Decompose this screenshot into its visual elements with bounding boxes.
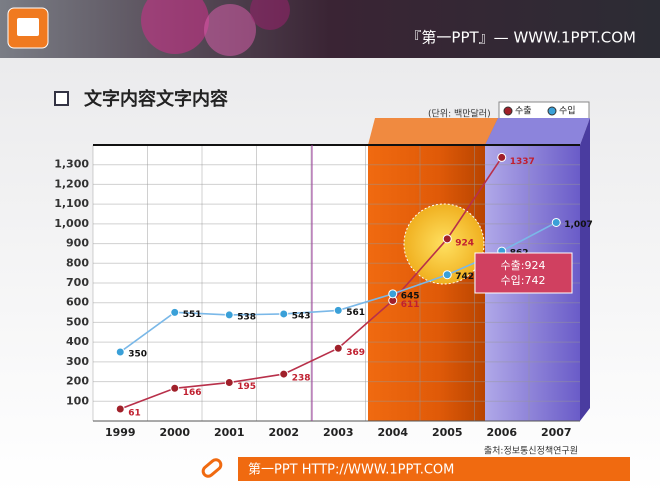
data-label: 166: [183, 388, 202, 398]
plot: 100 200 300 400 500 600 700 800 900 1,000 1,100 1,2…: [54, 144, 580, 439]
y-tick-label: 500: [66, 315, 89, 328]
data-label: 1,007: [564, 220, 592, 230]
y-tick-label: 1,300: [54, 158, 89, 171]
callout-box: [474, 252, 573, 294]
series-layer: 61 166 195 238 369 611 924 1337 350 551 538 543 561 6…: [115, 152, 593, 418]
y-tick-label: 600: [66, 296, 89, 309]
legend-marker: [503, 106, 513, 116]
callout-text: 수출:924: [501, 259, 546, 272]
bokeh: [204, 4, 256, 56]
data-label: 742: [455, 272, 474, 282]
series-line: [119, 156, 503, 410]
footer-text: 第一PPT HTTP://WWW.1PPT.COM: [248, 463, 454, 478]
data-point: [442, 234, 452, 244]
data-label: 238: [292, 374, 311, 384]
data-label: 195: [237, 382, 256, 392]
data-point: [170, 307, 180, 317]
x-tick-label: 2004: [377, 426, 408, 439]
y-tick-label: 100: [66, 394, 89, 407]
data-point: [497, 152, 507, 162]
data-label: 369: [346, 348, 365, 358]
header-brand: 『第一PPT』— WWW.1PPT.COM: [406, 29, 636, 47]
unit-note: (단위: 백만달러): [428, 108, 491, 120]
x-tick-label: 2006: [486, 426, 517, 439]
title-bullet: [54, 91, 69, 106]
data-point: [442, 270, 452, 280]
column-top: [368, 118, 498, 145]
data-point: [279, 369, 289, 379]
x-tick-label: 2005: [432, 426, 463, 439]
data-label: 61: [128, 408, 141, 418]
data-label: 924: [455, 238, 474, 248]
data-label: 561: [346, 308, 365, 318]
data-label: 645: [401, 291, 420, 301]
data-label: 538: [237, 312, 256, 322]
data-point: [333, 343, 343, 353]
x-tick-label: 2002: [268, 426, 299, 439]
footer-band: [238, 457, 630, 481]
data-point: [115, 347, 125, 357]
x-tick-label: 2003: [323, 426, 354, 439]
legend-label: 수입: [559, 105, 576, 117]
purple-side: [580, 118, 590, 421]
x-tick-label: 2007: [541, 426, 572, 439]
y-tick-label: 1,100: [54, 197, 89, 210]
data-point: [170, 383, 180, 393]
header-band: [0, 0, 660, 58]
y-tick-label: 400: [66, 335, 89, 348]
y-tick-label: 700: [66, 276, 89, 289]
x-tick-label: 1999: [105, 426, 136, 439]
y-tick-label: 800: [66, 256, 89, 269]
y-tick-label: 1,000: [54, 217, 89, 230]
source-note: 출처:정보통신정책연구원: [484, 445, 578, 457]
highlight-column: [368, 145, 485, 421]
data-label: 611: [401, 300, 420, 310]
bokeh: [250, 0, 290, 30]
callout-text: 수입:742: [501, 274, 546, 287]
data-point: [388, 289, 398, 299]
data-label: 551: [183, 310, 202, 320]
purple-top: [485, 118, 590, 145]
plot-bg: [93, 145, 368, 421]
legend-label: 수출: [515, 106, 532, 117]
data-label: 1337: [510, 157, 535, 167]
x-tick-label: 2000: [159, 426, 190, 439]
legend-marker: [547, 106, 557, 116]
app-icon-glyph: [17, 18, 39, 36]
data-point: [224, 378, 234, 388]
x-tick-label: 2001: [214, 426, 245, 439]
y-tick-label: 900: [66, 237, 89, 250]
footer-icon: [201, 458, 223, 478]
y-tick-label: 300: [66, 355, 89, 368]
slide-title: 文字内容文字内容: [84, 88, 228, 110]
data-point: [551, 217, 561, 227]
data-label: 350: [128, 350, 147, 360]
bokeh: [141, 0, 209, 54]
data-point: [115, 404, 125, 414]
data-point: [224, 310, 234, 320]
data-label: 543: [292, 311, 311, 321]
data-point: [333, 305, 343, 315]
y-tick-label: 1,200: [54, 177, 89, 190]
data-point: [279, 309, 289, 319]
y-tick-label: 200: [66, 375, 89, 388]
